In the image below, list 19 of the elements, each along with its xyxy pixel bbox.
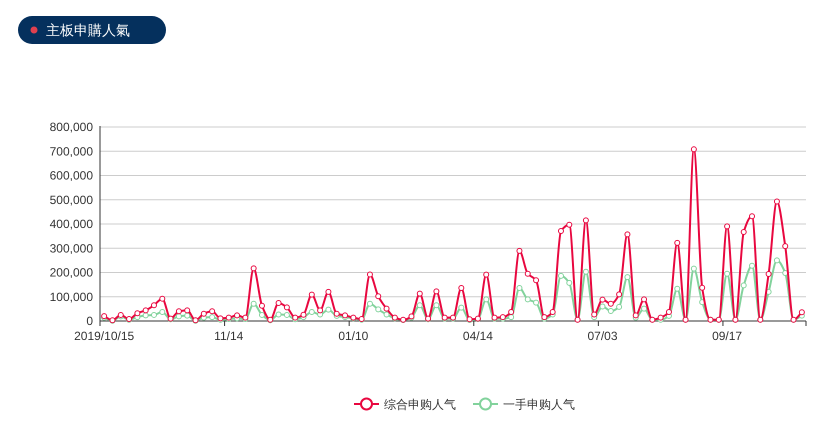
y-tick-label: 600,000	[50, 168, 94, 182]
x-tick-label: 11/14	[214, 329, 244, 343]
x-tick-label: 2019/10/15	[74, 329, 135, 343]
title: 主板申購人氣	[18, 16, 166, 44]
x-tick-label: 09/17	[712, 329, 742, 343]
y-tick-label: 300,000	[50, 241, 94, 256]
y-tick-label: 500,000	[50, 192, 94, 207]
y-tick-label: 0	[86, 314, 94, 328]
y-tick-label: 800,000	[50, 120, 94, 134]
legend-label: 综合申购人气	[384, 398, 456, 412]
y-tick-label: 400,000	[50, 217, 94, 231]
x-tick-label: 07/03	[587, 329, 618, 343]
x-tick-label: 01/10	[338, 329, 369, 343]
x-tick-label: 04/14	[462, 329, 494, 343]
chart-title: 主板申購人氣	[46, 22, 130, 38]
legend-label: 一手申购人气	[503, 398, 575, 412]
y-tick-label: 100,000	[50, 290, 94, 304]
y-tick-label: 700,000	[50, 144, 94, 158]
y-tick-label: 200,000	[50, 266, 94, 280]
